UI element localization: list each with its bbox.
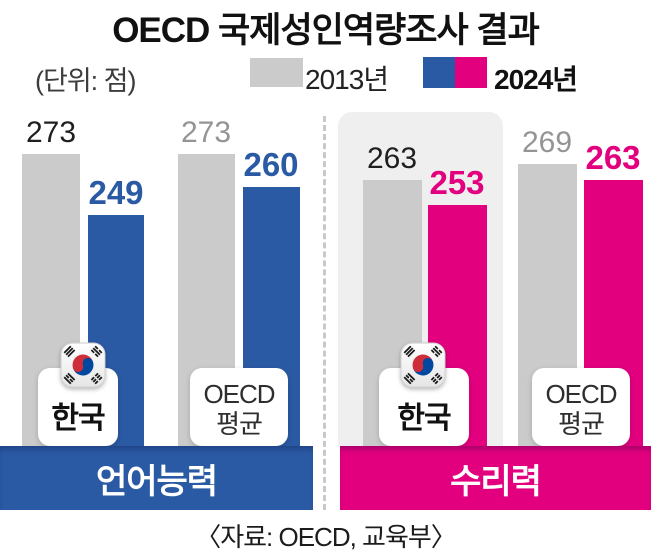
group-label-oecd-numeracy: OECD 평균: [532, 368, 630, 446]
group-label-line1: OECD: [203, 378, 275, 409]
value-label-literacy-oecd-2024: 260: [243, 146, 299, 184]
value-label-numeracy-korea-2024: 253: [429, 164, 485, 201]
value-label-numeracy-oecd-2024: 263: [585, 138, 641, 176]
section-banner-literacy: 언어능력: [0, 446, 313, 510]
value-label-literacy-korea-2024: 249: [88, 174, 144, 212]
group-label-line1: OECD: [545, 378, 617, 409]
value-label-literacy-korea-2013: 273: [25, 116, 77, 149]
value-label-numeracy-oecd-2013: 269: [521, 126, 573, 160]
value-label-numeracy-korea-2013: 263: [366, 141, 418, 175]
legend-label-2013: 2013년: [305, 64, 389, 95]
group-label-line2: 평균: [558, 409, 605, 439]
legend-label-2024: 2024년: [494, 64, 578, 95]
group-label-text: 한국: [51, 402, 105, 435]
section-banner-label: 언어능력: [95, 462, 218, 501]
legend-swatch-2024-magenta: [455, 57, 487, 88]
group-label-oecd-literacy: OECD 평균: [190, 368, 288, 446]
legend-swatch-2013: [250, 58, 303, 87]
legend-swatch-2024-blue: [423, 57, 455, 88]
value-label-literacy-oecd-2013: 273: [180, 116, 232, 149]
chart-title: OECD 국제성인역량조사 결과: [112, 11, 540, 50]
section-divider-dashed-line: [323, 116, 326, 510]
group-label-korea-literacy: 한국: [38, 368, 118, 446]
source-credit: 〈자료: OECD, 교육부〉: [195, 522, 457, 552]
korea-flag-icon: [60, 342, 106, 388]
korea-flag-icon: [400, 342, 446, 388]
unit-label: (단위: 점): [35, 66, 137, 96]
section-banner-numeracy: 수리력: [340, 446, 651, 510]
group-label-line2: 평균: [216, 409, 263, 439]
group-label-text: 한국: [397, 402, 451, 435]
section-banner-label: 수리력: [450, 462, 542, 501]
